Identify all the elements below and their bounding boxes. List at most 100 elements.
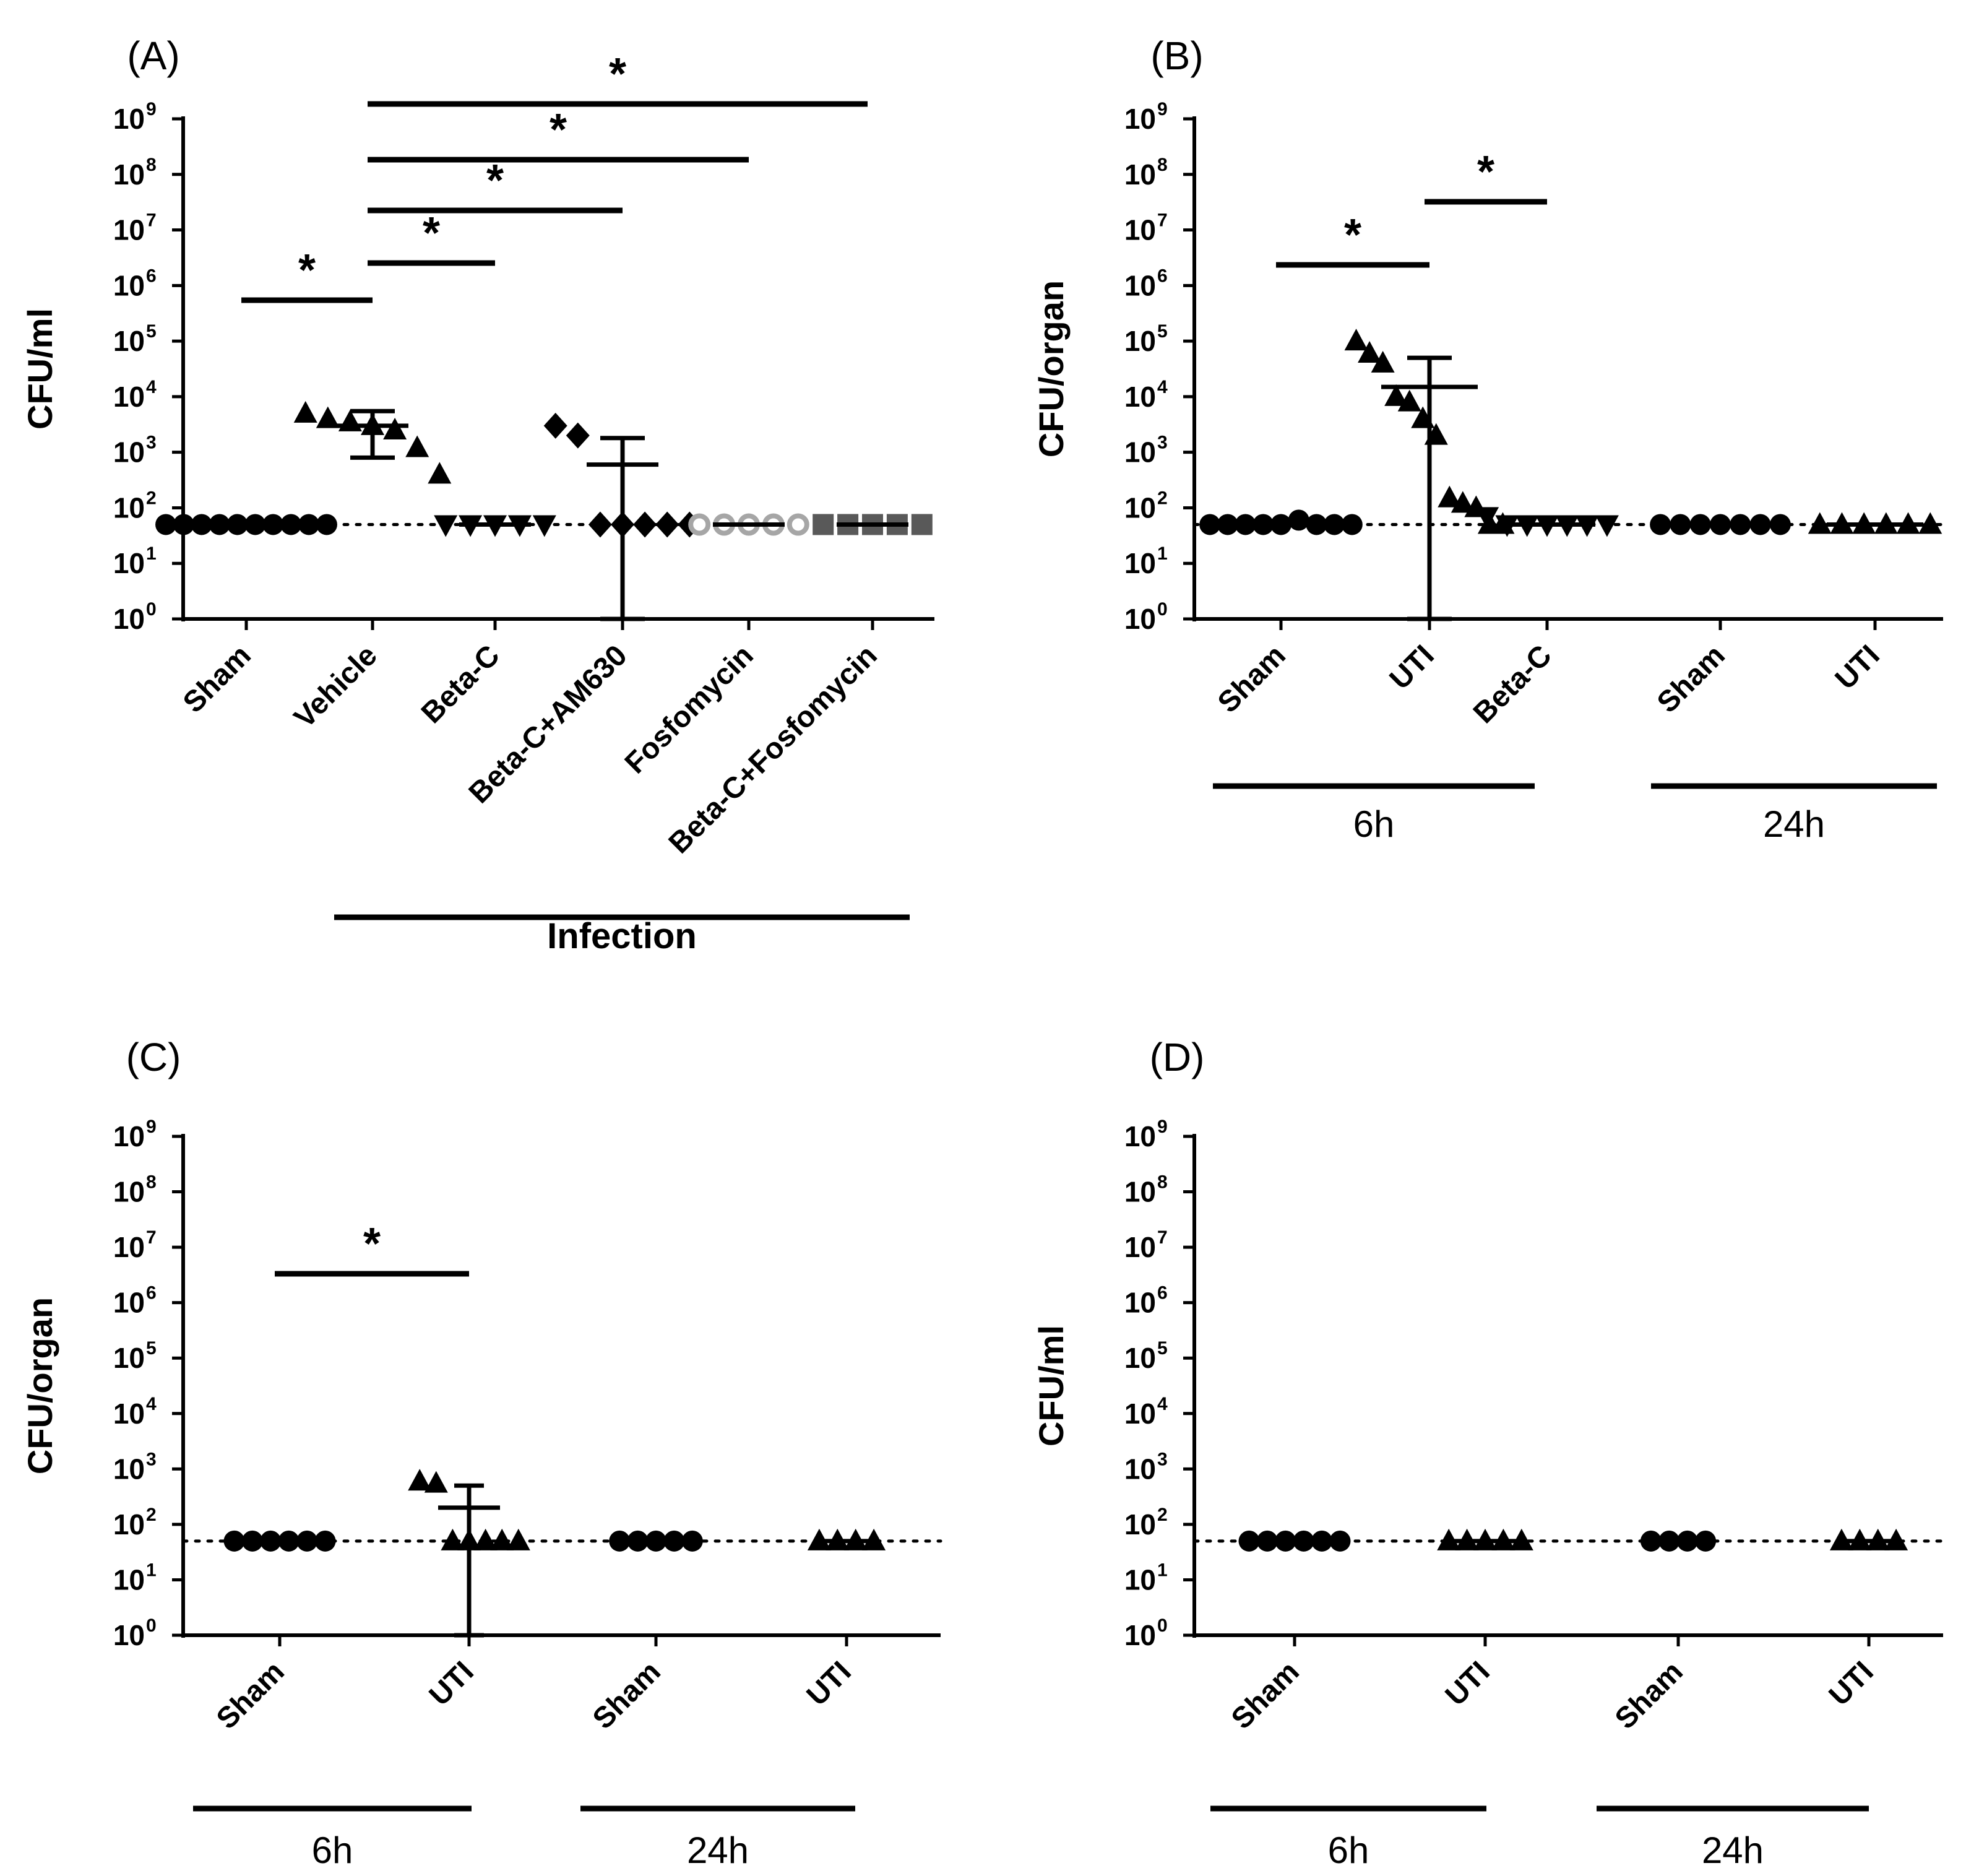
y-tick-exponent: 8 — [146, 155, 157, 175]
data-point — [316, 514, 337, 535]
x-tick-label: UTI — [1439, 1655, 1496, 1712]
data-point — [1451, 491, 1475, 513]
y-tick-exponent: 0 — [1157, 1615, 1168, 1636]
series-group — [1344, 329, 1515, 621]
y-tick-exponent: 1 — [1157, 1560, 1168, 1580]
y-tick-exponent: 7 — [1157, 210, 1168, 231]
series-group — [543, 412, 702, 621]
y-tick-exponent: 3 — [1157, 433, 1168, 453]
y-tick-label: 10 — [1124, 325, 1156, 357]
significance-star: * — [486, 156, 504, 205]
data-point — [1324, 514, 1345, 535]
y-tick-label: 10 — [1124, 103, 1156, 135]
y-tick-exponent: 1 — [1157, 543, 1168, 564]
y-tick-label: 10 — [113, 103, 145, 135]
y-tick-label: 10 — [1124, 214, 1156, 246]
data-point — [173, 514, 194, 535]
series-group — [609, 1530, 703, 1552]
series-group — [1650, 514, 1791, 535]
y-tick-exponent: 2 — [146, 488, 157, 508]
x-tick-label: Sham — [587, 1655, 667, 1736]
significance-star: * — [1477, 147, 1494, 197]
data-point — [1411, 406, 1435, 428]
series-group — [155, 514, 337, 535]
y-tick-label: 10 — [113, 325, 145, 357]
data-point — [688, 513, 711, 536]
y-tick-label: 10 — [113, 491, 145, 524]
series-group — [1808, 512, 1942, 534]
y-tick-exponent: 6 — [1157, 1283, 1168, 1303]
y-tick-label: 10 — [1124, 1231, 1156, 1263]
data-point — [316, 406, 340, 428]
y-tick-label: 10 — [113, 1563, 145, 1596]
series-group — [293, 400, 452, 484]
data-point — [532, 515, 556, 537]
y-tick-exponent: 2 — [1157, 488, 1168, 508]
y-tick-exponent: 1 — [146, 543, 157, 564]
data-point — [1437, 1528, 1461, 1550]
x-tick-label: UTI — [801, 1655, 858, 1712]
x-tick-label: UTI — [1829, 639, 1886, 696]
data-point — [506, 1528, 530, 1550]
y-tick-label: 10 — [113, 1508, 145, 1541]
y-tick-label: 10 — [113, 1619, 145, 1651]
data-point — [1424, 423, 1448, 445]
y-tick-label: 10 — [1124, 1563, 1156, 1596]
data-point — [633, 511, 657, 538]
data-point — [1288, 509, 1309, 531]
series-group — [1199, 509, 1363, 535]
data-point — [1918, 512, 1942, 534]
data-point — [298, 514, 320, 535]
y-tick-label: 10 — [1124, 1120, 1156, 1152]
data-point — [1475, 507, 1499, 529]
x-tick-label: Beta-C — [1467, 639, 1558, 730]
series-group — [1640, 1530, 1717, 1552]
y-axis-label: CFU/ml — [20, 308, 59, 430]
series-group — [1475, 507, 1619, 537]
y-tick-label: 10 — [1124, 1453, 1156, 1485]
data-point — [609, 1530, 631, 1552]
data-point — [1769, 514, 1791, 535]
y-tick-label: 10 — [1124, 547, 1156, 579]
x-tick-label: UTI — [1384, 639, 1441, 696]
y-tick-exponent: 3 — [146, 1449, 157, 1469]
x-tick-label: Sham — [1609, 1655, 1689, 1736]
significance-star: * — [363, 1219, 381, 1269]
data-point — [434, 515, 458, 537]
y-tick-exponent: 5 — [146, 321, 157, 342]
data-point — [408, 1469, 432, 1491]
y-tick-label: 10 — [1124, 1508, 1156, 1541]
group-label: Infection — [547, 916, 697, 956]
y-tick-label: 10 — [113, 1398, 145, 1430]
data-point — [457, 1528, 481, 1550]
y-tick-exponent: 6 — [146, 1283, 157, 1303]
x-tick-label: Sham — [210, 1655, 291, 1736]
group-label: 6h — [1328, 1830, 1369, 1871]
data-point — [787, 513, 809, 536]
y-tick-exponent: 2 — [146, 1505, 157, 1525]
y-tick-exponent: 3 — [1157, 1449, 1168, 1469]
x-tick-label: Sham — [1651, 639, 1731, 719]
y-tick-exponent: 1 — [146, 1560, 157, 1580]
y-tick-exponent: 3 — [146, 433, 157, 453]
y-tick-exponent: 8 — [1157, 1172, 1168, 1193]
data-point — [1238, 1530, 1260, 1552]
y-tick-label: 10 — [1124, 1176, 1156, 1208]
y-tick-label: 10 — [113, 603, 145, 635]
x-tick-label: UTI — [1823, 1655, 1880, 1712]
y-tick-exponent: 9 — [1157, 1117, 1168, 1137]
data-point — [428, 462, 452, 484]
data-point — [473, 1528, 498, 1550]
significance-star: * — [550, 105, 567, 155]
data-point — [293, 400, 317, 423]
significance-star: * — [1344, 210, 1361, 260]
data-point — [441, 1528, 465, 1550]
data-point — [1371, 350, 1395, 373]
significance-star: * — [423, 209, 440, 258]
group-label: 24h — [1763, 803, 1825, 845]
series-group — [807, 1528, 886, 1550]
y-tick-exponent: 9 — [1157, 99, 1168, 119]
y-axis-label: CFU/ml — [1032, 1325, 1071, 1446]
